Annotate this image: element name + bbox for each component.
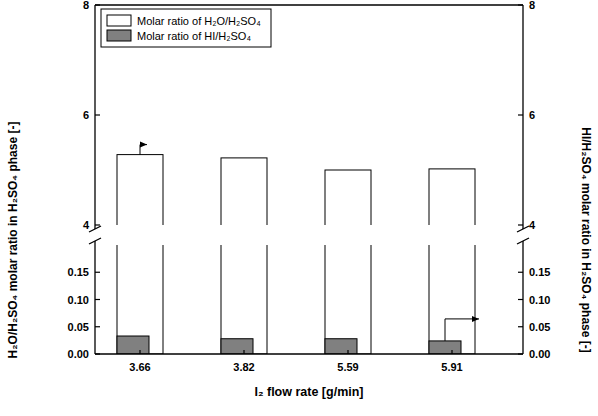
bar xyxy=(117,245,163,354)
x-tick xyxy=(347,350,348,354)
tick-label: 4 xyxy=(529,219,536,231)
tick xyxy=(95,272,100,273)
tick-label: 6 xyxy=(529,109,535,121)
axis-break xyxy=(517,226,529,232)
tick xyxy=(95,299,100,300)
legend: Molar ratio of H₂O/H₂SO₄ Molar ratio of H… xyxy=(101,9,271,47)
tick-label: 4 xyxy=(83,219,90,231)
bar xyxy=(117,155,163,225)
tick-label: 0.10 xyxy=(529,294,550,306)
bar xyxy=(221,158,267,225)
axis-pointer xyxy=(445,319,446,341)
y2-axis-title: HI/H₂SO₄ molar ratio in H₂SO₄ phase [-] xyxy=(579,127,593,352)
tick xyxy=(518,353,523,354)
x-axis-title: I₂ flow rate [g/min] xyxy=(254,385,363,399)
legend-swatch xyxy=(107,30,131,41)
plot-lower xyxy=(117,245,475,354)
bar xyxy=(221,245,267,354)
legend-label: Molar ratio of H₂O/H₂SO₄ xyxy=(137,15,261,27)
tick-label: 6 xyxy=(83,109,89,121)
chart: 0.00 0.05 0.10 0.15 4 6 8 0.00 0.05 0.10 0.15 4 6 8 3.… xyxy=(0,0,598,416)
tick-label: 0.00 xyxy=(68,348,89,360)
bar xyxy=(325,170,371,225)
x-tick xyxy=(243,350,244,354)
tick xyxy=(95,353,100,354)
bar xyxy=(429,245,475,354)
bar xyxy=(221,339,253,354)
axis-frame xyxy=(94,241,95,354)
tick-label: 0.00 xyxy=(529,348,550,360)
axis-break xyxy=(89,226,101,232)
tick xyxy=(518,299,523,300)
legend-swatch xyxy=(107,15,131,26)
plot-upper xyxy=(117,155,475,225)
tick xyxy=(518,224,523,225)
tick-label: 0.10 xyxy=(68,294,89,306)
axis-pointer-right xyxy=(445,316,479,322)
tick xyxy=(518,272,523,273)
x-tick xyxy=(139,350,140,354)
tick-label: 8 xyxy=(83,0,89,11)
tick xyxy=(518,4,523,5)
axis-frame xyxy=(95,4,523,5)
tick-label: 0.05 xyxy=(68,321,89,333)
tick-label: 0.15 xyxy=(68,266,89,278)
bar xyxy=(429,169,475,225)
axis-frame xyxy=(522,241,523,354)
bar xyxy=(325,245,371,354)
tick-label: 0.05 xyxy=(529,321,550,333)
axis-frame xyxy=(94,5,95,229)
tick xyxy=(518,326,523,327)
legend-label: Molar ratio of HI/H₂SO₄ xyxy=(137,30,251,42)
tick xyxy=(95,224,100,225)
tick xyxy=(95,4,100,5)
tick xyxy=(95,114,100,115)
tick xyxy=(518,114,523,115)
y-axis-title: H₂O/H₂SO₄ molar ratio in H₂SO₄ phase [-] xyxy=(6,122,20,359)
axis-frame xyxy=(95,353,523,354)
legend-box xyxy=(101,9,271,47)
axis-break xyxy=(517,238,529,244)
bar xyxy=(117,336,149,354)
bar xyxy=(325,339,357,354)
axis-pointer-left xyxy=(140,142,147,148)
axis-frame xyxy=(522,5,523,229)
axis-break xyxy=(89,238,101,244)
tick xyxy=(95,326,100,327)
category-label: 3.82 xyxy=(233,361,254,373)
category-label: 3.66 xyxy=(129,361,150,373)
x-tick xyxy=(451,350,452,354)
category-label: 5.59 xyxy=(337,361,358,373)
tick-label: 8 xyxy=(529,0,535,11)
category-label: 5.91 xyxy=(441,361,462,373)
tick-label: 0.15 xyxy=(529,266,550,278)
bar xyxy=(429,341,461,354)
